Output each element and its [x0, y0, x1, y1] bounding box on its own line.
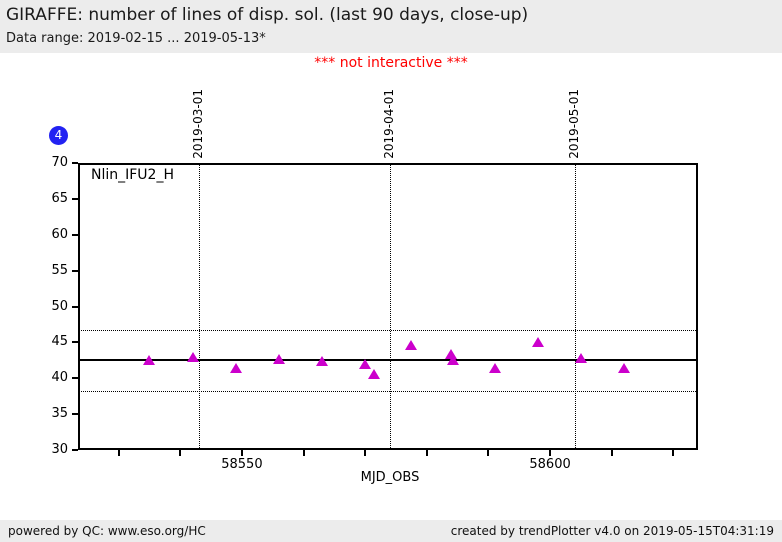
data-point-marker: [359, 358, 372, 369]
y-tick-label: 60: [51, 226, 68, 242]
y-tick: [72, 341, 78, 344]
data-point-marker: [618, 363, 631, 374]
y-tick-label: 65: [51, 190, 68, 206]
x-tick: [240, 450, 243, 456]
data-point-marker: [186, 352, 199, 363]
month-gridline: [198, 163, 200, 450]
x-tick-label: 58550: [221, 457, 263, 472]
month-gridline-label: 2019-03-01: [190, 89, 205, 159]
not-interactive-warning: *** not interactive ***: [314, 55, 468, 71]
x-tick: [425, 450, 428, 456]
x-tick: [302, 450, 305, 456]
data-point-marker: [316, 356, 329, 367]
plot-number-badge[interactable]: 4: [49, 126, 68, 145]
data-point-marker: [143, 355, 156, 366]
data-point-marker: [488, 363, 501, 374]
x-tick: [672, 450, 675, 456]
x-tick: [364, 450, 367, 456]
month-gridline-label: 2019-04-01: [381, 89, 396, 159]
report-header: GIRAFFE: number of lines of disp. sol. (…: [0, 0, 782, 53]
y-tick: [72, 377, 78, 380]
report-date-range: Data range: 2019-02-15 ... 2019-05-13*: [6, 31, 266, 46]
y-tick-label: 45: [51, 334, 68, 350]
x-tick: [487, 450, 490, 456]
data-point-marker: [445, 348, 458, 359]
data-point-marker: [405, 340, 418, 351]
y-tick-label: 40: [51, 370, 68, 386]
footer-created-by: created by trendPlotter v4.0 on 2019-05-…: [450, 524, 774, 538]
plot-box: [78, 163, 698, 450]
y-tick-label: 50: [51, 298, 68, 314]
x-tick: [179, 450, 182, 456]
data-point-marker: [574, 353, 587, 364]
y-tick-label: 70: [51, 155, 68, 170]
avg-line: [78, 359, 698, 362]
y-tick: [72, 413, 78, 416]
data-point-marker: [368, 368, 381, 379]
y-tick-label: 35: [51, 406, 68, 422]
x-tick: [117, 450, 120, 456]
y-tick: [72, 269, 78, 272]
y-tick: [72, 197, 78, 200]
y-tick: [72, 233, 78, 236]
month-gridline: [389, 163, 391, 450]
data-point-marker: [229, 363, 242, 374]
report-title: GIRAFFE: number of lines of disp. sol. (…: [6, 5, 529, 25]
threshold-line: [78, 330, 698, 332]
month-gridline-label: 2019-05-01: [566, 89, 581, 159]
x-axis-title: MJD_OBS: [360, 470, 420, 485]
footer-powered-by: powered by QC: www.eso.org/HC: [8, 524, 206, 538]
data-point-marker: [447, 355, 460, 366]
footer-bar: powered by QC: www.eso.org/HC created by…: [0, 520, 782, 542]
y-tick-label: 55: [51, 262, 68, 278]
x-tick: [549, 450, 552, 456]
x-tick: [610, 450, 613, 456]
data-point-marker: [272, 353, 285, 364]
series-label: Nlin_IFU2_H: [91, 167, 174, 183]
y-tick: [72, 305, 78, 308]
y-tick: [72, 162, 78, 164]
month-gridline: [574, 163, 576, 450]
x-tick-label: 58600: [529, 457, 571, 472]
y-tick: [72, 449, 78, 451]
y-tick-label: 30: [51, 442, 68, 457]
threshold-line: [78, 391, 698, 393]
data-point-marker: [531, 336, 544, 347]
